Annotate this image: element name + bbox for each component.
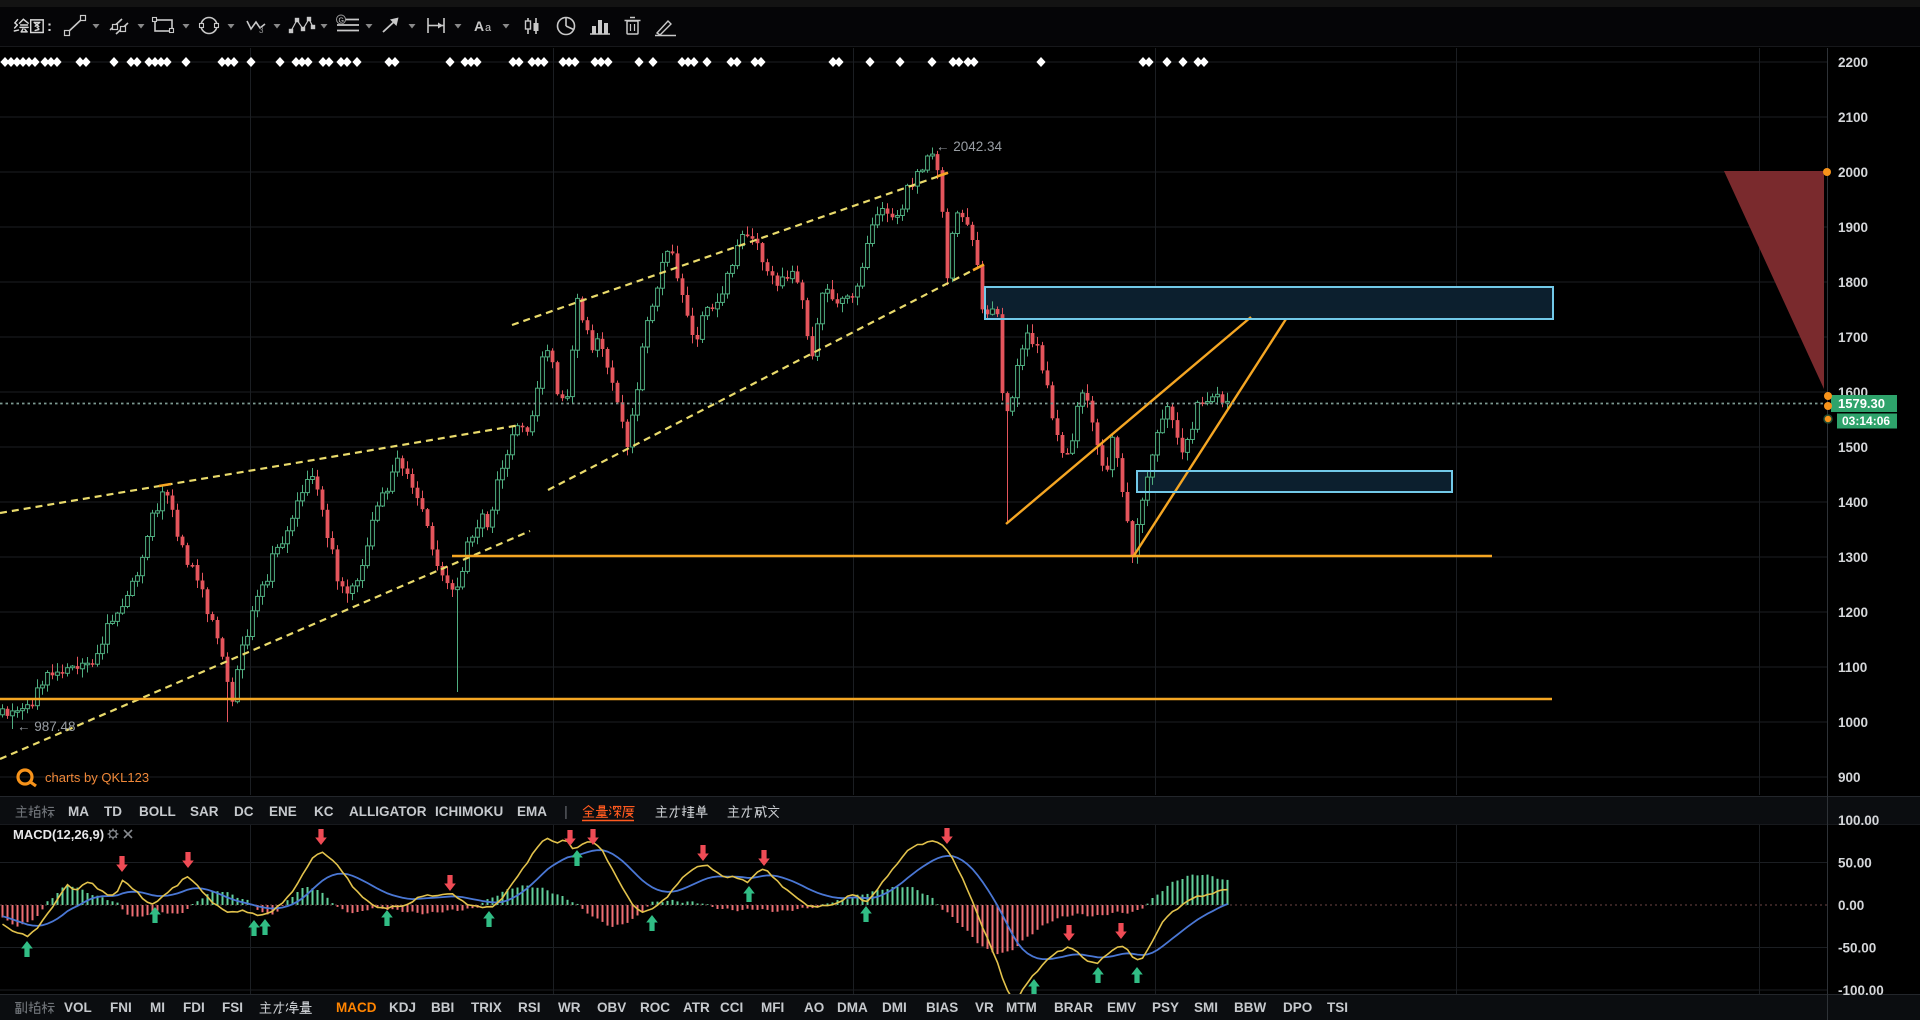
svg-text:BRAR: BRAR (1054, 1000, 1093, 1015)
svg-text:ALLIGATOR: ALLIGATOR (349, 804, 427, 819)
svg-text:-50.00: -50.00 (1838, 941, 1876, 956)
svg-text:1700: 1700 (1838, 330, 1868, 345)
svg-text:|: | (564, 804, 568, 819)
svg-text:CCI: CCI (720, 1000, 743, 1015)
svg-text:OBV: OBV (597, 1000, 626, 1015)
svg-text:AO: AO (804, 1000, 824, 1015)
svg-text:MFI: MFI (761, 1000, 784, 1015)
svg-text:DC: DC (234, 804, 254, 819)
svg-text:VR: VR (975, 1000, 994, 1015)
svg-text:MI: MI (150, 1000, 165, 1015)
svg-text:DMI: DMI (882, 1000, 907, 1015)
svg-text:ATR: ATR (683, 1000, 710, 1015)
svg-text:BBI: BBI (431, 1000, 454, 1015)
svg-text:-100.00: -100.00 (1838, 983, 1884, 998)
svg-text::: : (47, 18, 52, 35)
svg-text:MACD(12,26,9): MACD(12,26,9) (13, 827, 104, 842)
svg-text:DPO: DPO (1283, 1000, 1312, 1015)
svg-text:charts by QKL123: charts by QKL123 (45, 770, 149, 785)
svg-text:03:14:06: 03:14:06 (1842, 414, 1890, 428)
svg-text:1400: 1400 (1838, 495, 1868, 510)
svg-text:1579.30: 1579.30 (1838, 396, 1885, 411)
svg-text:TD: TD (104, 804, 122, 819)
svg-text:FNI: FNI (110, 1000, 132, 1015)
svg-text:EMA: EMA (517, 804, 547, 819)
svg-text:SMI: SMI (1194, 1000, 1218, 1015)
svg-text:ICHIMOKU: ICHIMOKU (435, 804, 503, 819)
svg-text:100.00: 100.00 (1838, 813, 1879, 828)
svg-text:KDJ: KDJ (389, 1000, 416, 1015)
svg-text:BIAS: BIAS (926, 1000, 958, 1015)
svg-text:1900: 1900 (1838, 220, 1868, 235)
svg-text:1300: 1300 (1838, 550, 1868, 565)
svg-text:PSY: PSY (1152, 1000, 1179, 1015)
svg-text:KC: KC (314, 804, 334, 819)
svg-text:MTM: MTM (1006, 1000, 1037, 1015)
svg-text:SAR: SAR (190, 804, 219, 819)
svg-text:A: A (474, 18, 484, 34)
svg-text:← 987.48: ← 987.48 (17, 719, 76, 734)
svg-text:1000: 1000 (1838, 715, 1868, 730)
svg-text:1500: 1500 (1838, 440, 1868, 455)
svg-text:900: 900 (1838, 770, 1861, 785)
svg-text:2200: 2200 (1838, 55, 1868, 70)
svg-text:MACD: MACD (336, 1000, 377, 1015)
svg-text:3: 3 (259, 26, 264, 35)
svg-text:FDI: FDI (183, 1000, 205, 1015)
svg-text:2100: 2100 (1838, 110, 1868, 125)
svg-text:TRIX: TRIX (471, 1000, 502, 1015)
svg-text:0.00: 0.00 (1838, 898, 1864, 913)
svg-text:2000: 2000 (1838, 165, 1868, 180)
svg-text:ENE: ENE (269, 804, 297, 819)
svg-text:1800: 1800 (1838, 275, 1868, 290)
svg-text:VOL: VOL (64, 1000, 92, 1015)
svg-text:a: a (485, 22, 492, 34)
svg-text:EMV: EMV (1107, 1000, 1136, 1015)
svg-text:FSI: FSI (222, 1000, 243, 1015)
svg-text:1200: 1200 (1838, 605, 1868, 620)
svg-text:G: G (339, 18, 344, 25)
svg-text:RSI: RSI (518, 1000, 541, 1015)
svg-text:BOLL: BOLL (139, 804, 176, 819)
svg-text:WR: WR (558, 1000, 581, 1015)
svg-text:MA: MA (68, 804, 89, 819)
svg-text:BBW: BBW (1234, 1000, 1266, 1015)
svg-text:ROC: ROC (640, 1000, 670, 1015)
svg-text:DMA: DMA (837, 1000, 868, 1015)
svg-text:← 2042.34: ← 2042.34 (936, 139, 1003, 154)
svg-text:TSI: TSI (1327, 1000, 1348, 1015)
svg-text:1100: 1100 (1838, 660, 1867, 675)
svg-text:50.00: 50.00 (1838, 856, 1872, 871)
